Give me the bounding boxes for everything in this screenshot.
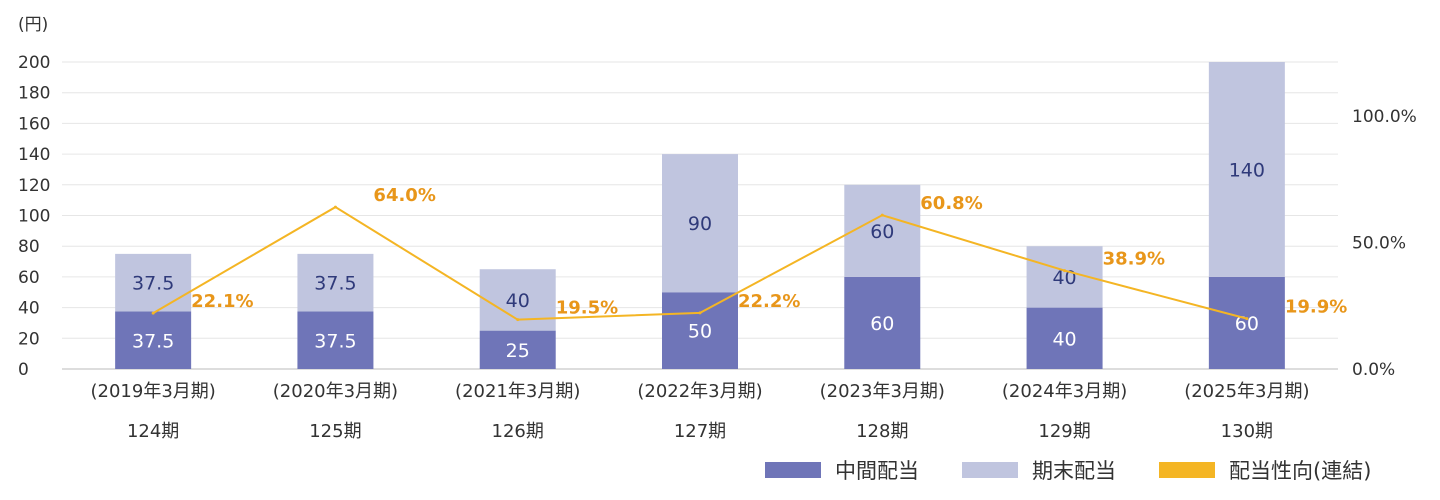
interim-dividend-label: 60 xyxy=(870,313,894,335)
category-term-label: 130期 xyxy=(1221,421,1273,442)
category-period-label: (2020年3月期) xyxy=(273,381,398,402)
year-end-dividend-label: 37.5 xyxy=(132,273,174,295)
payout-ratio-point xyxy=(333,205,337,209)
left-tick-label: 80 xyxy=(18,237,40,257)
payout-ratio-label: 60.8% xyxy=(920,193,982,214)
interim-dividend-bar xyxy=(1208,276,1285,369)
interim-dividend-label: 37.5 xyxy=(314,330,356,352)
category-term-label: 125期 xyxy=(309,421,361,442)
year-end-dividend-bar xyxy=(115,253,192,312)
interim-dividend-label: 40 xyxy=(1052,328,1076,350)
legend: 中間配当 期末配当 配当性向(連結) xyxy=(765,459,1371,483)
left-tick-label: 180 xyxy=(18,84,50,104)
interim-dividend-bar xyxy=(1026,307,1103,369)
legend-year-end-swatch xyxy=(962,462,1018,478)
interim-dividend-label: 37.5 xyxy=(132,330,174,352)
y-axis-unit-label: (円) xyxy=(18,15,48,35)
payout-ratio-point xyxy=(698,311,702,315)
category-labels: (2019年3月期) 124期 (2020年3月期) 125期 (2021年3月期) 12… xyxy=(90,381,1309,442)
payout-ratio-label: 22.2% xyxy=(738,291,800,312)
right-tick-label: 100.0% xyxy=(1352,107,1417,127)
category-period-label: (2021年3月期) xyxy=(455,381,580,402)
interim-dividend-bar xyxy=(479,330,556,369)
payout-ratio-label: 64.0% xyxy=(373,185,435,206)
right-axis-ticks: 0.0% 50.0% 100.0% xyxy=(1352,107,1417,380)
left-tick-label: 40 xyxy=(18,299,40,319)
category-period-label: (2022年3月期) xyxy=(637,381,762,402)
category-period-label: (2025年3月期) xyxy=(1184,381,1309,402)
year-end-dividend-label: 40 xyxy=(506,290,530,312)
payout-ratio-label: 38.9% xyxy=(1103,249,1165,270)
legend-interim-label: 中間配当 xyxy=(835,459,919,483)
payout-ratio-point xyxy=(151,311,155,315)
left-axis-ticks: 0 20 40 60 80 100 120 140 160 180 200 xyxy=(18,53,50,380)
interim-dividend-bar xyxy=(662,292,738,369)
category-term-label: 129期 xyxy=(1038,421,1090,442)
year-end-dividend-label: 37.5 xyxy=(314,273,356,295)
category-period-label: (2019年3月期) xyxy=(90,381,215,402)
interim-dividend-bar xyxy=(297,311,374,369)
year-end-dividend-bar xyxy=(1208,62,1285,277)
left-tick-label: 200 xyxy=(18,53,50,73)
interim-dividend-bar xyxy=(115,311,192,369)
legend-interim-swatch xyxy=(765,462,821,478)
category-term-label: 127期 xyxy=(674,421,726,442)
payout-ratio-line xyxy=(151,205,1249,322)
legend-payout-ratio-swatch xyxy=(1159,462,1215,478)
year-end-dividend-label: 60 xyxy=(870,221,894,243)
category-term-label: 124期 xyxy=(127,421,179,442)
left-tick-label: 60 xyxy=(18,268,40,288)
left-tick-label: 160 xyxy=(18,114,50,134)
year-end-dividend-bar xyxy=(662,154,738,293)
interim-dividend-bar xyxy=(844,276,921,369)
category-period-label: (2023年3月期) xyxy=(820,381,945,402)
legend-payout-ratio-label: 配当性向(連結) xyxy=(1229,459,1371,483)
left-tick-label: 20 xyxy=(18,329,40,349)
left-tick-label: 120 xyxy=(18,176,50,196)
right-tick-label: 50.0% xyxy=(1352,234,1406,254)
interim-dividend-label: 25 xyxy=(506,340,530,362)
payout-ratio-point xyxy=(880,213,884,217)
payout-ratio-point xyxy=(1245,317,1249,321)
payout-ratio-label: 19.5% xyxy=(556,298,618,319)
category-period-label: (2024年3月期) xyxy=(1002,381,1127,402)
year-end-dividend-label: 140 xyxy=(1229,159,1265,181)
right-tick-label: 0.0% xyxy=(1352,360,1395,380)
interim-dividend-label: 50 xyxy=(688,321,712,343)
legend-year-end-label: 期末配当 xyxy=(1032,459,1116,483)
payout-ratio-point xyxy=(1063,269,1067,273)
interim-dividend-label: 60 xyxy=(1235,313,1259,335)
payout-ratio-point xyxy=(516,318,520,322)
year-end-dividend-bar xyxy=(297,253,374,312)
payout-ratio-label: 19.9% xyxy=(1285,297,1347,318)
category-term-label: 128期 xyxy=(856,421,908,442)
payout-ratio-label: 22.1% xyxy=(191,291,253,312)
year-end-dividend-label: 90 xyxy=(688,213,712,235)
left-tick-label: 140 xyxy=(18,145,50,165)
left-tick-label: 0 xyxy=(18,360,29,380)
year-end-dividend-bar xyxy=(844,184,921,277)
category-term-label: 126期 xyxy=(492,421,544,442)
bar-series xyxy=(115,62,1285,369)
payout-ratio-labels: 22.1% 64.0% 19.5% 22.2% 60.8% 38.9% 19.9% xyxy=(191,185,1347,319)
left-tick-label: 100 xyxy=(18,207,50,227)
